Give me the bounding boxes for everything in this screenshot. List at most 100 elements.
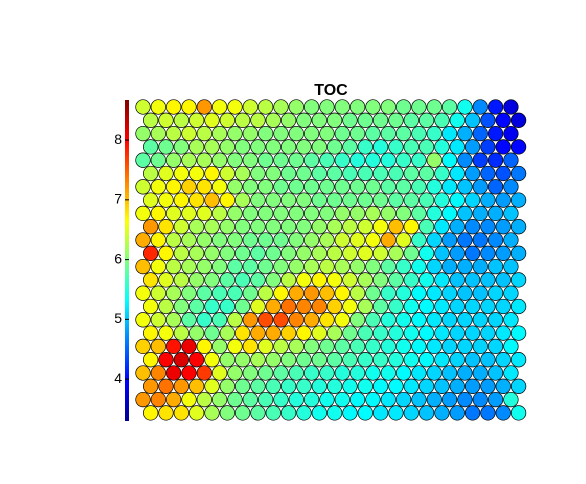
som-unit xyxy=(441,205,458,222)
som-unit xyxy=(242,232,258,248)
som-unit xyxy=(181,365,197,381)
som-unit xyxy=(480,245,496,261)
som-unit xyxy=(181,205,197,222)
som-unit xyxy=(449,165,465,182)
som-unit xyxy=(257,391,274,408)
som-unit xyxy=(143,165,159,182)
som-unit xyxy=(418,219,435,235)
som-unit xyxy=(227,391,243,408)
som-unit xyxy=(143,352,159,368)
som-unit xyxy=(143,325,159,341)
som-unit xyxy=(480,325,496,341)
som-unit xyxy=(250,192,266,208)
som-unit xyxy=(273,365,289,381)
som-unit xyxy=(296,112,312,128)
som-unit xyxy=(296,139,312,155)
som-unit xyxy=(166,179,182,195)
som-unit xyxy=(365,205,381,222)
som-unit xyxy=(441,152,458,168)
som-unit xyxy=(219,325,235,341)
som-unit xyxy=(418,405,435,421)
som-unit xyxy=(441,232,458,248)
som-unit xyxy=(441,312,458,328)
som-unit xyxy=(449,112,465,128)
som-unit xyxy=(158,325,174,341)
som-unit xyxy=(357,112,373,128)
som-unit xyxy=(296,352,312,368)
som-unit xyxy=(411,391,427,408)
som-unit xyxy=(357,219,373,235)
som-unit xyxy=(449,352,465,368)
som-unit xyxy=(242,391,258,408)
som-unit xyxy=(457,152,473,168)
som-unit xyxy=(242,205,258,222)
som-unit xyxy=(487,205,504,222)
som-unit xyxy=(273,285,289,301)
som-unit xyxy=(464,378,481,394)
som-unit xyxy=(418,378,435,394)
som-unit xyxy=(143,272,159,288)
som-unit xyxy=(273,258,289,275)
som-unit xyxy=(189,272,205,288)
som-unit xyxy=(280,219,297,235)
som-unit xyxy=(403,192,419,208)
som-unit xyxy=(495,405,511,421)
som-unit xyxy=(349,99,366,115)
som-unit xyxy=(280,112,297,128)
som-unit xyxy=(166,205,182,222)
som-unit xyxy=(411,338,427,355)
som-unit xyxy=(303,312,320,328)
som-unit xyxy=(334,285,350,301)
som-unit xyxy=(403,378,419,394)
som-unit xyxy=(342,272,358,288)
som-unit xyxy=(135,232,151,248)
som-unit xyxy=(365,99,381,115)
som-unit xyxy=(173,192,189,208)
som-unit xyxy=(503,125,519,142)
som-unit xyxy=(234,245,251,261)
som-unit xyxy=(365,232,381,248)
som-unit xyxy=(311,298,327,315)
som-unit xyxy=(395,99,412,115)
som-unit xyxy=(388,165,404,182)
som-unit xyxy=(242,285,258,301)
som-unit xyxy=(357,298,373,315)
som-unit xyxy=(480,298,496,315)
som-unit xyxy=(372,192,389,208)
som-unit xyxy=(326,405,343,421)
som-unit xyxy=(143,192,159,208)
som-unit xyxy=(464,298,481,315)
som-unit xyxy=(472,125,488,142)
som-unit xyxy=(189,219,205,235)
som-unit xyxy=(211,285,228,301)
som-unit xyxy=(342,325,358,341)
som-unit xyxy=(464,219,481,235)
som-unit xyxy=(426,365,442,381)
som-unit xyxy=(166,338,182,355)
som-unit xyxy=(503,258,519,275)
som-unit xyxy=(487,365,504,381)
som-unit xyxy=(135,99,151,115)
som-unit xyxy=(158,139,174,155)
som-unit xyxy=(395,205,412,222)
som-unit xyxy=(189,112,205,128)
som-unit xyxy=(319,205,335,222)
som-unit xyxy=(464,112,481,128)
som-unit xyxy=(257,205,274,222)
som-unit xyxy=(449,405,465,421)
som-unit xyxy=(135,312,151,328)
som-unit xyxy=(181,391,197,408)
som-unit xyxy=(288,232,304,248)
colorbar-tick-label: 8 xyxy=(114,131,122,147)
som-unit xyxy=(334,365,350,381)
som-unit xyxy=(319,179,335,195)
som-unit xyxy=(464,139,481,155)
som-unit xyxy=(189,298,205,315)
som-unit xyxy=(334,205,350,222)
som-unit xyxy=(480,219,496,235)
som-unit xyxy=(510,272,527,288)
som-unit xyxy=(196,179,212,195)
som-unit xyxy=(204,298,220,315)
som-unit xyxy=(510,219,527,235)
som-unit xyxy=(495,165,511,182)
